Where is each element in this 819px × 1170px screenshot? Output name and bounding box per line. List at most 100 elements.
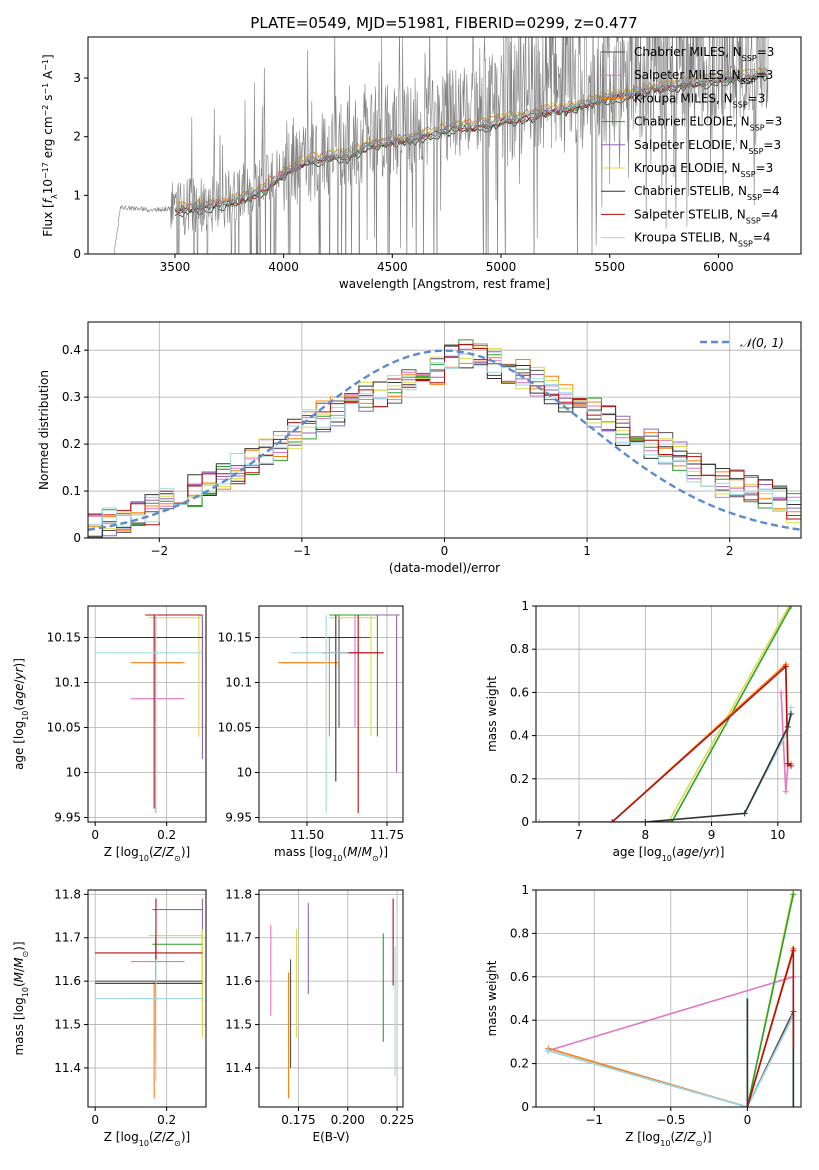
model-spectrum-line — [174, 69, 768, 212]
y-axis-label: mass weight — [485, 960, 499, 1036]
weight-line — [746, 894, 795, 1107]
x-axis-label: mass [log10(M/M⊙)] — [274, 845, 388, 863]
error-bar-point — [95, 898, 203, 1034]
x-tick-label: 0 — [441, 544, 449, 558]
x-axis-label: Z [log10(Z/Z⊙)] — [625, 1130, 711, 1148]
y-tick-label: 10.1 — [225, 676, 252, 690]
y-axis-label: mass weight — [485, 676, 499, 752]
x-tick-label: −2 — [150, 544, 168, 558]
figure-title: PLATE=0549, MJD=51981, FIBERID=0299, z=0… — [250, 14, 637, 32]
plot-area-spectrum — [113, 37, 769, 254]
weight-line — [611, 664, 792, 822]
plot-area-residuals — [88, 339, 801, 538]
error-bar-point — [278, 637, 339, 737]
plot-area-mass-vs-ebv — [270, 898, 396, 1099]
y-tick-label: 0.8 — [510, 926, 529, 940]
x-tick-label: 8 — [641, 828, 649, 842]
x-tick-label: 0 — [91, 1113, 99, 1127]
y-tick-label: 0 — [73, 247, 81, 261]
x-tick-label: 0.2 — [157, 1113, 176, 1127]
spectrum-legend: Chabrier MILES, NSSP=3 Salpeter MILES, NS… — [601, 45, 782, 248]
x-tick-label: −1 — [585, 1113, 603, 1127]
y-tick-label: 11.7 — [225, 931, 252, 945]
x-tick-label: 4000 — [268, 260, 299, 274]
legend-label: Kroupa MILES, NSSP=3 — [634, 91, 765, 109]
x-tick-label: 4500 — [377, 260, 408, 274]
gaussian-curve — [88, 349, 801, 531]
error-bar-point — [159, 614, 203, 728]
x-tick-label: 0.200 — [331, 1113, 365, 1127]
y-tick-label: 10.15 — [218, 631, 252, 645]
y-tick-label: 0.1 — [62, 484, 81, 498]
y-tick-label: 11.8 — [225, 887, 252, 901]
weight-line — [548, 1015, 795, 1107]
y-tick-label: 0.8 — [510, 642, 529, 656]
y-axis-label: Flux [fλ10−17 erg cm−2 s−1 A−1] — [41, 54, 59, 236]
error-bar-point — [130, 637, 185, 813]
y-axis-label: Normed distribution — [37, 370, 51, 490]
error-bar-point — [95, 615, 203, 813]
plot-area-weight-vs-age — [536, 606, 795, 822]
error-bar-point — [95, 615, 203, 813]
error-bar-point — [148, 614, 203, 759]
y-tick-label: 1 — [73, 188, 81, 202]
plot-area-age-vs-z — [95, 614, 203, 813]
y-tick-label: 10.15 — [47, 631, 81, 645]
y-tick-label: 10.05 — [47, 721, 81, 735]
error-bar-point — [148, 615, 203, 737]
axes-frame — [258, 889, 404, 1108]
model-spectrum-line — [174, 72, 768, 216]
y-tick-label: 10.05 — [218, 721, 252, 735]
y-tick-label: 0.3 — [62, 390, 81, 404]
y-tick-label: 11.5 — [54, 1018, 81, 1032]
x-tick-label: 0.225 — [380, 1113, 414, 1127]
error-bar-point — [329, 614, 384, 737]
x-axis-label: Z [log10(Z/Z⊙)] — [104, 1130, 190, 1148]
x-tick-label: 2 — [726, 544, 734, 558]
y-tick-label: 11.6 — [54, 974, 81, 988]
x-tick-label: 0 — [744, 1113, 752, 1127]
x-tick-label: 0 — [91, 828, 99, 842]
axes-weight-vs-age: 7 8 9 10 0 0.2 0.4 0.6 0.8 1 — [510, 599, 802, 842]
axes-residuals: −2 −1 0 1 2 0 0.1 0.2 0.3 0.4 — [62, 321, 802, 558]
y-tick-label: 9.95 — [54, 811, 81, 825]
y-tick-label: 11.5 — [225, 1018, 252, 1032]
x-tick-label: 11.50 — [290, 828, 324, 842]
axes-frame — [87, 36, 802, 255]
residual-legend: 𝒩(0, 1) — [700, 336, 784, 350]
error-bar-point — [323, 615, 378, 728]
error-bar-point — [95, 615, 203, 813]
y-tick-label: 1 — [521, 599, 529, 613]
legend-label: Salpeter MILES, NSSP=3 — [634, 68, 773, 86]
error-bar-point — [371, 614, 400, 773]
y-tick-label: 11.4 — [225, 1061, 252, 1075]
legend-label: 𝒩(0, 1) — [740, 336, 784, 350]
plot-area-weight-vs-z — [545, 890, 797, 1107]
axes-frame — [535, 889, 802, 1108]
y-tick-label: 2 — [73, 130, 81, 144]
error-bar-point — [152, 898, 203, 982]
y-tick-label: 0.4 — [62, 343, 81, 357]
y-tick-label: 9.95 — [225, 811, 252, 825]
y-tick-label: 11.4 — [54, 1061, 81, 1075]
error-bar-point — [95, 959, 203, 1081]
error-bar-point — [300, 615, 359, 782]
y-tick-label: 1 — [521, 883, 529, 897]
axes-age-vs-z: 0 0.2 9.95 10 10.05 10.1 10.15 — [47, 605, 207, 842]
axes-frame — [87, 605, 207, 823]
x-tick-label: 0.2 — [157, 828, 176, 842]
y-tick-label: 10.1 — [54, 676, 81, 690]
weight-line — [539, 606, 790, 822]
y-tick-label: 0.6 — [510, 685, 529, 699]
y-tick-label: 0.6 — [510, 970, 529, 984]
plot-area-mass-vs-z — [95, 898, 203, 1099]
y-tick-label: 3 — [73, 71, 81, 85]
y-tick-label: 0 — [73, 531, 81, 545]
legend-label: Kroupa ELODIE, NSSP=3 — [634, 161, 773, 179]
y-tick-label: 0.2 — [62, 437, 81, 451]
error-bar-point — [323, 615, 384, 813]
x-axis-label: E(B-V) — [312, 1130, 349, 1144]
legend-label: Chabrier STELIB, NSSP=4 — [634, 184, 780, 202]
y-tick-label: 0 — [521, 815, 529, 829]
